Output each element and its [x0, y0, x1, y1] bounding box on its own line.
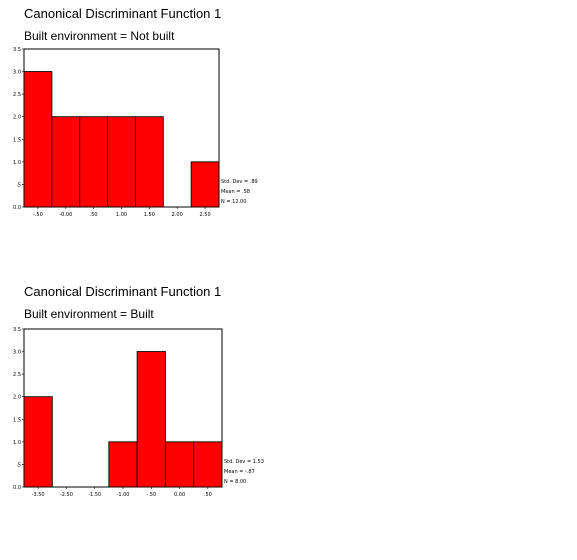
- x-tick-label: 2.50: [200, 212, 211, 218]
- x-tick-label: .50: [204, 492, 212, 498]
- x-tick-label: 0.00: [174, 492, 185, 498]
- stats-label: Mean = -.87: [224, 469, 255, 475]
- histogram-bar: [134, 116, 164, 208]
- x-tick-label: 1.50: [144, 212, 155, 218]
- histogram-chart: 3.5 3.0 2.5 2.0 1.5 1.0 .5 0.0 -.50 -0.00 .50 1.00 1…: [13, 47, 258, 218]
- stats-label: Mean = .58: [221, 189, 250, 195]
- y-tick-label: 2.5: [13, 372, 21, 378]
- stats-label: N = 8.00: [224, 479, 246, 485]
- x-tick-label: .50: [90, 212, 98, 218]
- x-tick-label: -.50: [33, 212, 43, 218]
- y-tick-label: 0.0: [13, 485, 21, 491]
- y-tick-label: 3.0: [13, 350, 21, 356]
- x-tick-label: -1.00: [117, 492, 130, 498]
- x-tick-label: -1.50: [88, 492, 101, 498]
- y-tick-label: 2.0: [13, 115, 21, 121]
- histogram-bar: [190, 161, 220, 208]
- histogram-bar: [193, 441, 223, 488]
- chart-subtitle: Built environment = Not built: [24, 29, 175, 43]
- chart-title: Canonical Discriminant Function 1: [24, 284, 222, 299]
- histogram-bar: [79, 116, 109, 208]
- y-tick-label: 1.5: [13, 137, 21, 143]
- x-tick-label: -3.50: [32, 492, 45, 498]
- chart-subtitle: Built environment = Built: [24, 307, 154, 321]
- histogram-bar: [23, 396, 53, 488]
- x-tick-label: -0.00: [59, 212, 72, 218]
- x-tick-label: -.50: [146, 492, 156, 498]
- histogram-bar: [136, 351, 166, 488]
- histogram-bar: [23, 71, 53, 208]
- y-tick-label: 1.5: [13, 417, 21, 423]
- y-tick-label: 2.0: [13, 395, 21, 401]
- x-tick-label: 1.00: [116, 212, 127, 218]
- chart-title: Canonical Discriminant Function 1: [24, 6, 222, 21]
- stats-label: N = 12.00: [221, 199, 246, 205]
- x-tick-label: 2.00: [172, 212, 183, 218]
- histogram-chart: 3.5 3.0 2.5 2.0 1.5 1.0 .5 0.0 -3.50 -2.50 -1.50 -1…: [13, 327, 264, 498]
- histogram-bar: [164, 441, 195, 488]
- x-tick-label: -2.50: [60, 492, 73, 498]
- y-tick-label: 0.0: [13, 205, 21, 211]
- y-tick-label: 2.5: [13, 92, 21, 98]
- histogram-bar: [51, 116, 81, 208]
- y-tick-label: 1.0: [13, 440, 21, 446]
- histogram-bar: [108, 441, 138, 488]
- y-tick-label: .5: [16, 462, 21, 468]
- y-tick-label: .5: [16, 182, 21, 188]
- stats-label: Std. Dev = .89: [221, 179, 258, 185]
- stats-label: Std. Dev = 1.53: [224, 459, 264, 465]
- y-tick-label: 3.5: [13, 327, 21, 333]
- y-tick-label: 3.0: [13, 70, 21, 76]
- histogram-bar: [107, 116, 136, 208]
- y-tick-label: 1.0: [13, 160, 21, 166]
- y-tick-label: 3.5: [13, 47, 21, 53]
